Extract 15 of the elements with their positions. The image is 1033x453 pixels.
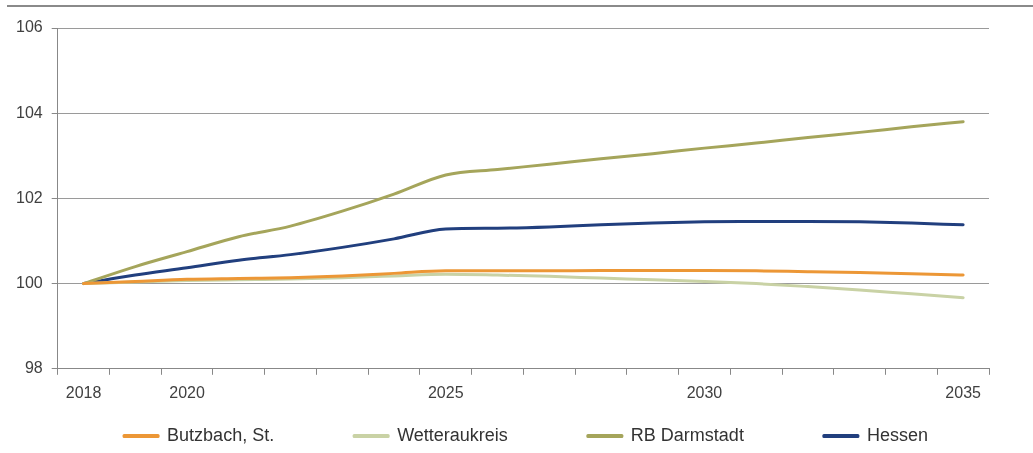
legend-label: Butzbach, St. <box>167 424 275 445</box>
legend-label: Wetteraukreis <box>397 424 508 445</box>
x-tick-label: 2018 <box>65 383 102 401</box>
y-tick-label: 98 <box>24 359 43 377</box>
x-tick-label: 2035 <box>945 383 982 401</box>
legend-label: Hessen <box>866 424 928 445</box>
x-tick-label: 2020 <box>169 383 205 401</box>
y-tick-label: 102 <box>15 188 43 206</box>
line-series <box>82 268 965 286</box>
x-tick-label: 2025 <box>427 383 464 401</box>
legend-label: RB Darmstadt <box>630 424 744 445</box>
y-tick-label: 106 <box>15 18 43 36</box>
y-tick-label: 104 <box>15 103 43 121</box>
x-tick-label: 2030 <box>686 383 723 401</box>
y-tick-label: 100 <box>15 274 43 292</box>
